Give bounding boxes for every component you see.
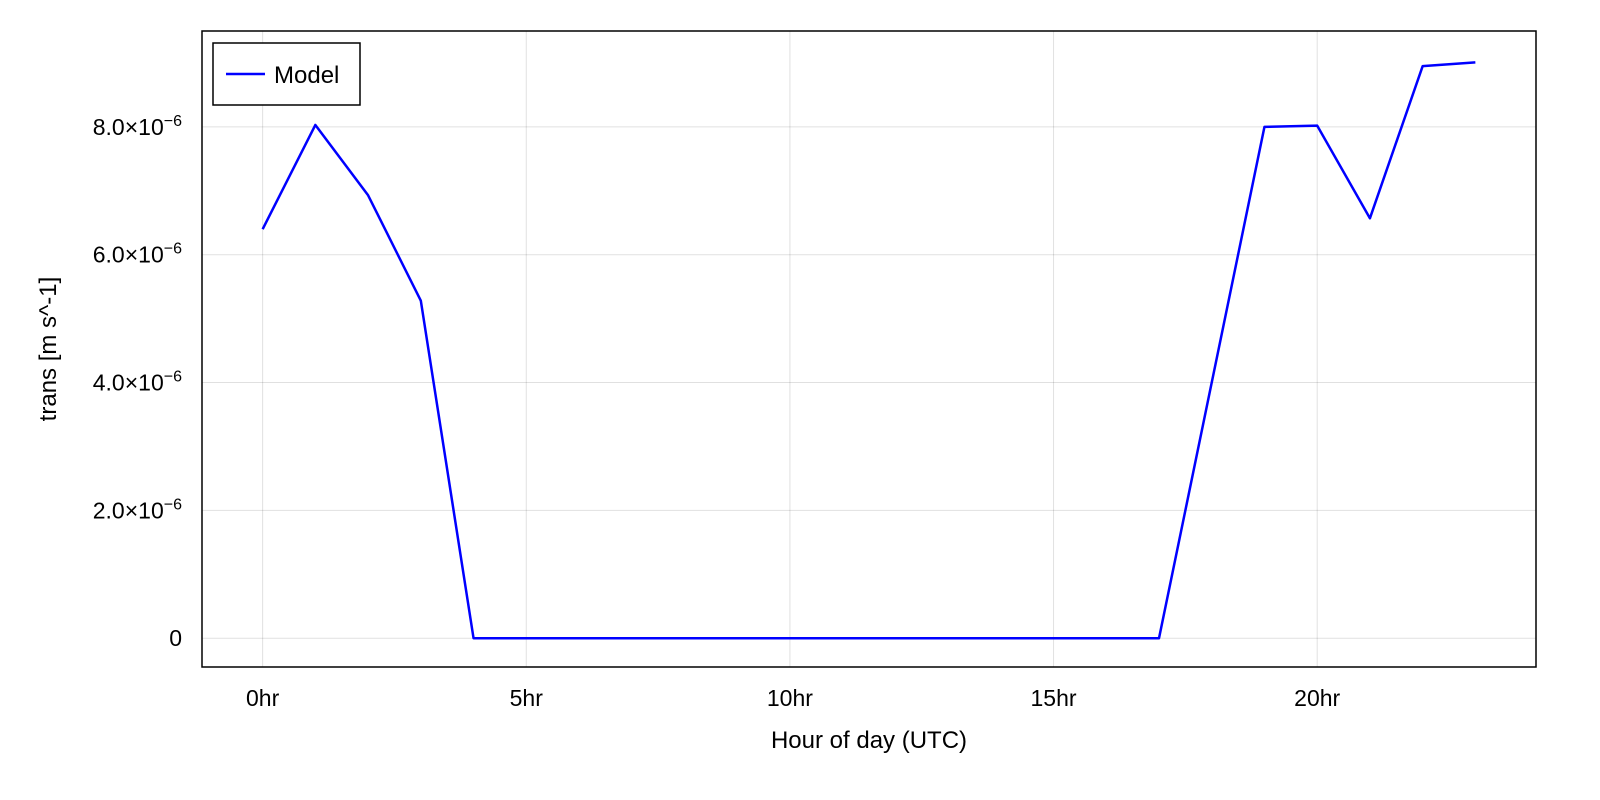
x-tick-label: 15hr xyxy=(1031,685,1077,711)
x-tick-label: 0hr xyxy=(246,685,280,711)
legend: Model xyxy=(212,42,361,106)
gridlines xyxy=(202,31,1536,667)
x-axis-label: Hour of day (UTC) xyxy=(771,727,967,754)
y-tick-label: 2.0×10−6 xyxy=(93,496,182,523)
legend-label-model: Model xyxy=(274,62,339,89)
y-axis-label: trans [m s^-1] xyxy=(35,277,62,422)
x-tick-label: 5hr xyxy=(510,685,544,711)
y-tick-label: 4.0×10−6 xyxy=(93,369,182,396)
x-axis-ticks: 0hr 5hr 10hr 15hr 20hr xyxy=(246,685,1341,711)
y-axis-ticks: 0 2.0×10−6 4.0×10−6 6.0×10−6 8.0×10−6 xyxy=(93,113,182,651)
x-tick-label: 20hr xyxy=(1294,685,1340,711)
x-tick-label: 10hr xyxy=(767,685,813,711)
y-tick-label: 0 xyxy=(169,625,182,651)
y-tick-label: 8.0×10−6 xyxy=(93,113,182,140)
plot-frame xyxy=(201,30,1537,668)
series-line-model xyxy=(261,61,1476,640)
y-tick-label: 6.0×10−6 xyxy=(93,241,182,268)
series-layer xyxy=(261,61,1476,640)
